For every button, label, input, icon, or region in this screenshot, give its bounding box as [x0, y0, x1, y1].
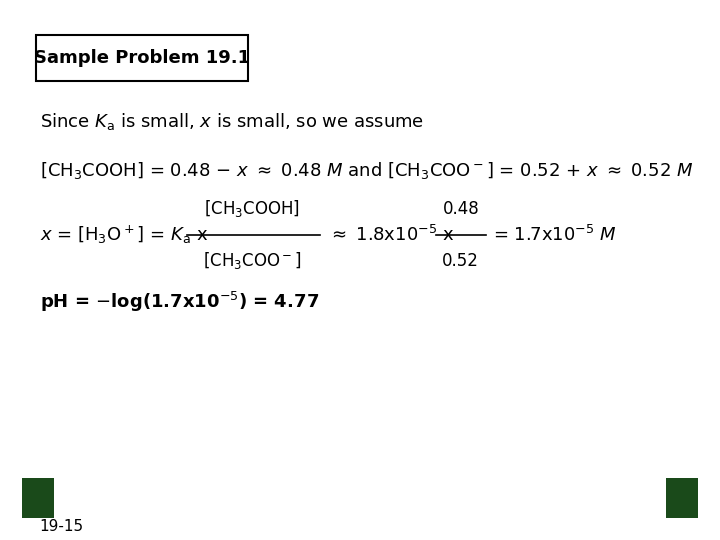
Text: 19-15: 19-15: [40, 519, 84, 534]
Text: [CH$_3$COOH] = 0.48 $-$ $x$ $\approx$ 0.48 $M$ and [CH$_3$COO$^-$] = 0.52 + $x$ : [CH$_3$COOH] = 0.48 $-$ $x$ $\approx$ 0.…: [40, 160, 693, 180]
Text: $\approx$ 1.8x10$^{-5}$ x: $\approx$ 1.8x10$^{-5}$ x: [328, 225, 454, 245]
Text: Since $K_\mathrm{a}$ is small, $x$ is small, so we assume: Since $K_\mathrm{a}$ is small, $x$ is sm…: [40, 111, 423, 132]
Text: $x$ = [H$_3$O$^+$] = $K_\mathrm{a}$ x: $x$ = [H$_3$O$^+$] = $K_\mathrm{a}$ x: [40, 224, 207, 246]
Text: Sample Problem 19.1: Sample Problem 19.1: [34, 49, 251, 67]
Text: pH = $-$log(1.7x10$^{-5}$) = 4.77: pH = $-$log(1.7x10$^{-5}$) = 4.77: [40, 291, 319, 314]
Text: = 1.7x10$^{-5}$ $M$: = 1.7x10$^{-5}$ $M$: [493, 225, 617, 245]
Text: [CH$_3$COO$^-$]: [CH$_3$COO$^-$]: [203, 251, 301, 271]
Text: [CH$_3$COOH]: [CH$_3$COOH]: [204, 199, 300, 219]
Text: 0.48: 0.48: [442, 200, 480, 218]
Text: 0.52: 0.52: [442, 252, 480, 270]
